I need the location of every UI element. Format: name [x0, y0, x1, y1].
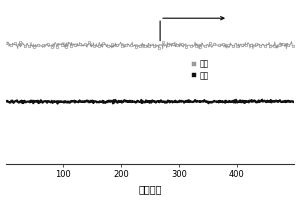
X-axis label: 循环次数: 循环次数 — [138, 184, 162, 194]
Legend: 放电, 充电: 放电, 充电 — [188, 57, 212, 83]
